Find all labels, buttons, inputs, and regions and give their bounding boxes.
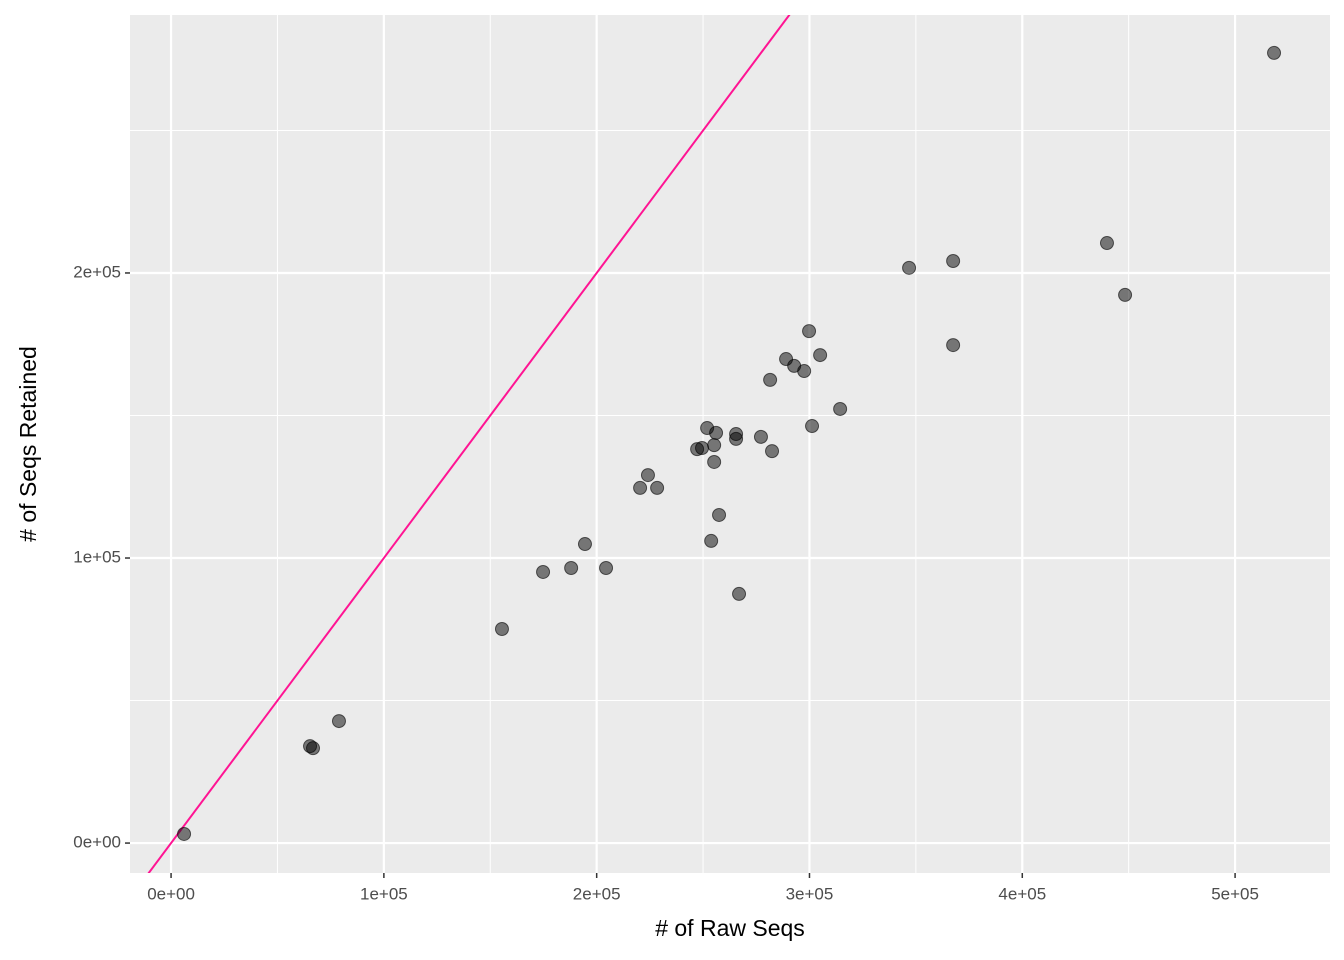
- x-tick-label: 1e+05: [360, 884, 408, 903]
- y-axis-title: # of Seqs Retained: [15, 346, 41, 542]
- point: [577, 537, 592, 552]
- point: [536, 564, 551, 579]
- panel: [130, 15, 1330, 873]
- point: [1099, 236, 1114, 251]
- x-tick-label: 5e+05: [1211, 884, 1259, 903]
- point: [564, 560, 579, 575]
- y-tick-label: 1e+05: [73, 548, 121, 567]
- point: [902, 260, 917, 275]
- x-tick-label: 3e+05: [786, 884, 834, 903]
- point: [946, 338, 961, 353]
- point: [695, 440, 710, 455]
- axes: 0e+00 1e+05 2e+05 3e+05 4e+05 5e+05 0e+00 1e+05…: [73, 262, 1259, 903]
- point: [813, 348, 828, 363]
- point: [494, 621, 509, 636]
- point: [633, 480, 648, 495]
- point: [732, 586, 747, 601]
- point: [1118, 287, 1133, 302]
- point: [833, 401, 848, 416]
- point: [704, 533, 719, 548]
- y-tick-label: 2e+05: [73, 262, 121, 281]
- point: [805, 419, 820, 434]
- x-tick-label: 0e+00: [147, 884, 195, 903]
- point: [707, 454, 722, 469]
- x-tick-label: 2e+05: [573, 884, 621, 903]
- point: [797, 364, 812, 379]
- reference-line: [147, 15, 791, 873]
- point: [331, 714, 346, 729]
- point: [1267, 45, 1282, 60]
- point: [650, 480, 665, 495]
- point: [753, 429, 768, 444]
- grid: [130, 15, 1330, 873]
- point: [709, 425, 724, 440]
- point: [640, 468, 655, 483]
- point: [712, 507, 727, 522]
- point: [599, 560, 614, 575]
- y-tick-label: 0e+00: [73, 833, 121, 852]
- point: [729, 431, 744, 446]
- plot-area: [147, 15, 1282, 873]
- x-axis-title: # of Raw Seqs: [655, 915, 805, 941]
- point: [802, 324, 817, 339]
- point: [306, 741, 321, 756]
- x-tick-label: 4e+05: [998, 884, 1046, 903]
- point: [707, 438, 722, 453]
- point: [946, 253, 961, 268]
- point: [763, 372, 778, 387]
- point: [765, 444, 780, 459]
- point: [177, 826, 192, 841]
